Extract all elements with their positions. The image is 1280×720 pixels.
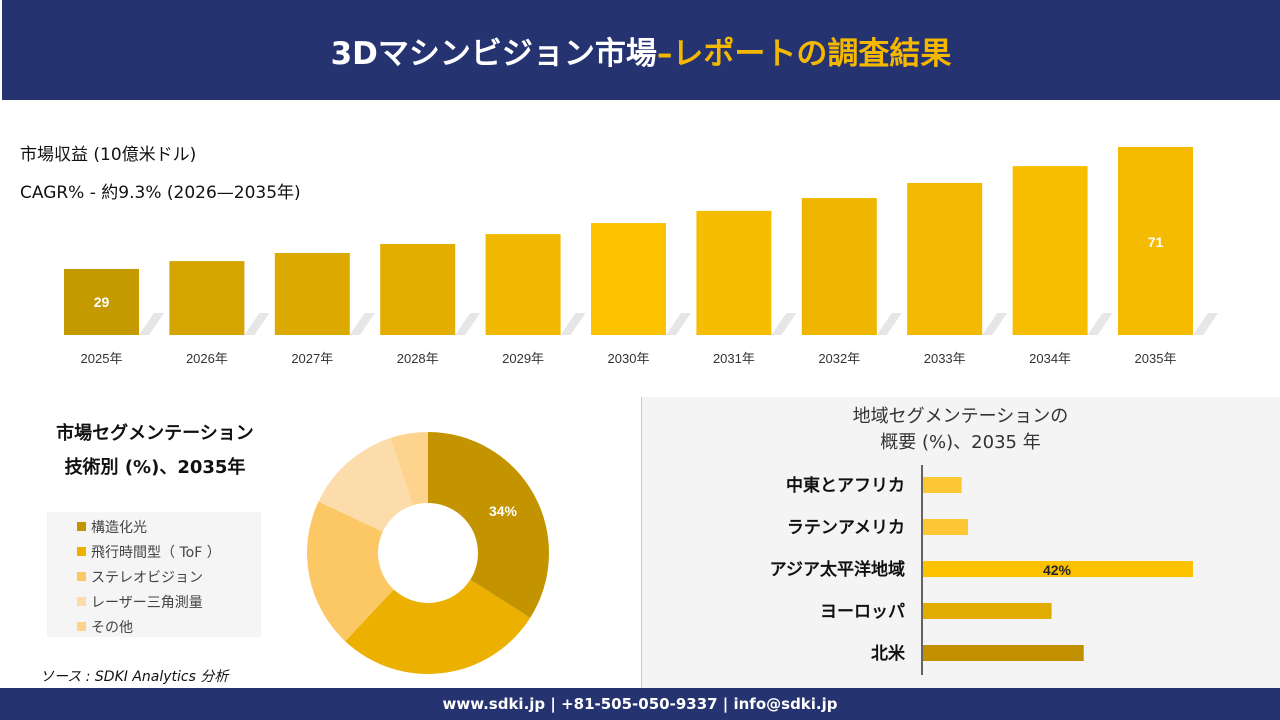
region-title: 地域セグメンテーションの 概要 (%)、2035 年: [641, 404, 1280, 456]
revenue-bar: [64, 268, 139, 335]
bar-shadow: [349, 313, 375, 335]
donut-slice: [307, 501, 394, 642]
region-bar: [923, 477, 962, 493]
donut-slice: [345, 579, 531, 674]
legend-swatch: [77, 572, 86, 581]
x-tick-label: 2029年: [502, 351, 544, 366]
revenue-bar: [1012, 166, 1088, 335]
bar-shadow: [876, 313, 902, 335]
region-label: アジア太平洋地域: [770, 559, 905, 579]
revenue-bar: [380, 243, 456, 335]
revenue-bar: [907, 182, 983, 335]
region-label: 北米: [871, 643, 906, 663]
slice-data-label: 34%: [489, 503, 518, 519]
segment-title-line2: 技術別 (%)、2035年: [64, 457, 246, 478]
revenue-bar: [696, 210, 772, 335]
x-tick-label: 2025年: [81, 351, 123, 366]
donut-slice: [318, 437, 413, 532]
footer-contact: www.sdki.jp | +81-505-050-9337 | info@sd…: [0, 688, 1280, 720]
revenue-bar: [274, 252, 350, 335]
legend-label: その他: [91, 619, 133, 636]
bar-shadow: [560, 313, 586, 335]
bar-shadow: [1087, 313, 1113, 335]
region-segment-panel: [641, 397, 1280, 688]
revenue-bar: [1118, 146, 1193, 335]
bar-shadow: [1193, 313, 1218, 335]
bar-shadow: [139, 313, 164, 335]
legend-item: 飛行時間型（ ToF ）: [77, 539, 261, 564]
page-header: 3Dマシンビジョン市場 –レポートの調査結果: [2, 0, 1280, 100]
source-note: ソース : SDKI Analytics 分析: [40, 669, 229, 685]
legend-item: レーザー三角測量: [77, 589, 261, 614]
revenue-bar: [485, 234, 561, 335]
legend-swatch: [77, 547, 86, 556]
legend-item: その他: [77, 614, 261, 639]
donut-slice: [428, 432, 549, 618]
bar-shadow: [982, 313, 1008, 335]
revenue-bar: [801, 198, 877, 335]
legend-swatch: [77, 622, 86, 631]
bar-shadow: [771, 313, 797, 335]
region-bar: [923, 519, 968, 535]
cagr-label: CAGR% - 約9.3% (2026—2035年): [20, 183, 301, 203]
bar-shadow: [455, 313, 481, 335]
legend-label: 構造化光: [91, 519, 147, 536]
region-label: ヨーロッパ: [820, 602, 905, 621]
legend-item: ステレオビジョン: [77, 564, 261, 589]
x-tick-label: 2033年: [924, 351, 966, 366]
region-bar: [923, 561, 1193, 577]
region-bar: [923, 645, 1084, 661]
region-data-label: 42%: [1043, 562, 1072, 578]
x-tick-label: 2030年: [608, 351, 650, 366]
revenue-bar-chart: 29 2025年 2026年 2027年 2028年 2029年 2030年 2031年 203…: [64, 146, 1218, 366]
page-title-accent: –レポートの調査結果: [656, 35, 952, 72]
region-title-line2: 概要 (%)、2035 年: [880, 432, 1041, 453]
region-label: ラテンアメリカ: [787, 518, 905, 537]
x-tick-label: 2035年: [1135, 351, 1177, 366]
donut-legend: 構造化光飛行時間型（ ToF ） ステレオビジョン レーザー三角測量 その他: [47, 512, 261, 637]
legend-label: レーザー三角測量: [91, 594, 203, 611]
legend-label: ステレオビジョン: [91, 569, 203, 586]
legend-swatch: [77, 522, 86, 531]
x-tick-label: 2034年: [1029, 351, 1071, 366]
legend-swatch: [77, 597, 86, 606]
bar-shadow: [666, 313, 691, 335]
page-title: 3Dマシンビジョン市場: [330, 35, 657, 72]
region-title-line1: 地域セグメンテーションの: [852, 406, 1069, 427]
x-tick-label: 2026年: [186, 351, 228, 366]
donut-slice: [390, 432, 428, 506]
region-bar: [923, 603, 1052, 619]
technology-donut-chart: 34%: [307, 432, 549, 674]
region-label: 中東とアフリカ: [786, 475, 905, 495]
legend-item: 構造化光: [77, 514, 261, 539]
revenue-label: 市場収益 (10億米ドル): [20, 145, 197, 165]
revenue-bar: [169, 261, 245, 335]
legend-label: 飛行時間型（ ToF ）: [91, 544, 221, 561]
revenue-bar: [591, 223, 666, 335]
x-tick-label: 2027年: [291, 351, 333, 366]
bar-shadow: [244, 313, 270, 335]
x-tick-label: 2031年: [713, 351, 755, 366]
x-tick-label: 2032年: [818, 351, 860, 366]
segment-title-line1: 市場セグメンテーション: [56, 423, 254, 444]
bar-data-label: 29: [94, 294, 110, 310]
x-tick-label: 2028年: [397, 351, 439, 366]
bar-data-label: 71: [1148, 234, 1164, 250]
